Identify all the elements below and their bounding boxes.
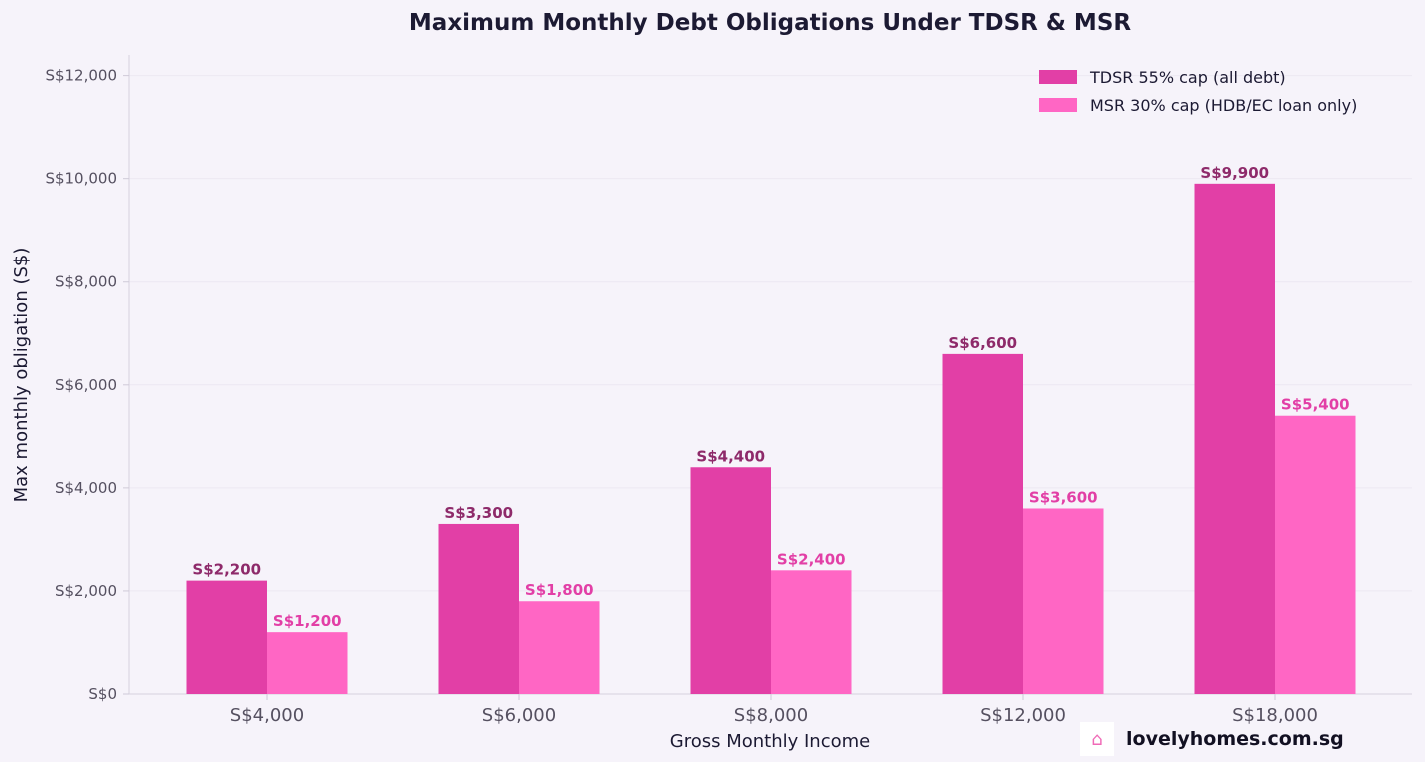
- y-axis-label: Max monthly obligation (S$): [11, 248, 32, 503]
- bar-value-label: S$5,400: [1281, 396, 1350, 414]
- bar-value-label: S$1,200: [273, 612, 342, 630]
- bar-value-label: S$3,300: [444, 504, 513, 522]
- bar-value-label: S$6,600: [948, 334, 1017, 352]
- y-tick-label: S$6,000: [55, 376, 117, 394]
- y-tick-label: S$2,000: [55, 582, 117, 600]
- x-tick-label: S$18,000: [1232, 705, 1318, 726]
- bar-value-label: S$2,400: [777, 550, 846, 568]
- bar: [1023, 508, 1104, 694]
- bar: [519, 601, 600, 694]
- legend: TDSR 55% cap (all debt) MSR 30% cap (HDB/…: [1039, 68, 1357, 115]
- legend-swatch: [1039, 70, 1077, 84]
- bar: [1194, 183, 1275, 695]
- y-tick-label: S$12,000: [45, 67, 117, 85]
- y-tick-label: S$0: [88, 685, 117, 703]
- y-axis-ticks: S$0 S$2,000 S$4,000 S$6,000 S$8,000 S$10,000 S…: [45, 67, 129, 703]
- x-axis-label: Gross Monthly Income: [670, 731, 870, 752]
- bars: [186, 183, 1356, 695]
- y-tick-label: S$8,000: [55, 273, 117, 291]
- bar-value-label: S$9,900: [1200, 164, 1269, 182]
- y-tick-label: S$4,000: [55, 479, 117, 497]
- x-tick-label: S$8,000: [734, 705, 808, 726]
- y-tick-label: S$10,000: [45, 170, 117, 188]
- legend-label: MSR 30% cap (HDB/EC loan only): [1090, 96, 1357, 115]
- bar: [771, 570, 852, 694]
- bar-value-label: S$1,800: [525, 581, 594, 599]
- bar: [942, 353, 1023, 694]
- house-icon: ⌂: [1080, 722, 1114, 756]
- bar: [267, 632, 348, 694]
- bar: [186, 580, 267, 694]
- x-axis-ticks: S$4,000 S$6,000 S$8,000 S$12,000 S$18,000: [230, 694, 1318, 726]
- chart-title: Maximum Monthly Debt Obligations Under T…: [409, 10, 1131, 36]
- bar-value-label: S$3,600: [1029, 488, 1098, 506]
- data-labels: S$2,200 S$1,200 S$3,300 S$1,800 S$4,400 S$2,4…: [192, 164, 1349, 630]
- legend-label: TDSR 55% cap (all debt): [1089, 68, 1286, 87]
- bar: [1275, 415, 1356, 694]
- x-tick-label: S$4,000: [230, 705, 304, 726]
- brand-watermark: ⌂ lovelyhomes.com.sg: [1080, 720, 1344, 758]
- bar-value-label: S$4,400: [696, 447, 765, 465]
- bar: [690, 467, 771, 694]
- bar: [438, 523, 519, 694]
- legend-swatch: [1039, 98, 1077, 112]
- x-tick-label: S$6,000: [482, 705, 556, 726]
- bar-value-label: S$2,200: [192, 561, 261, 579]
- brand-text: lovelyhomes.com.sg: [1126, 728, 1344, 750]
- x-tick-label: S$12,000: [980, 705, 1066, 726]
